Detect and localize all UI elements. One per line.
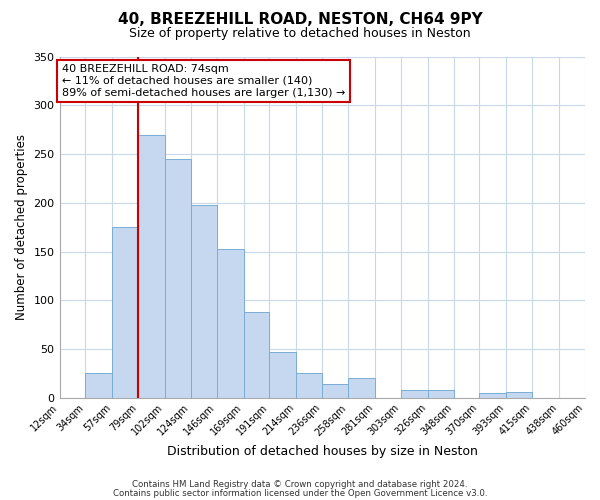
Bar [322,384,348,398]
Bar [138,134,165,398]
Bar [479,393,506,398]
Text: 40, BREEZEHILL ROAD, NESTON, CH64 9PY: 40, BREEZEHILL ROAD, NESTON, CH64 9PY [118,12,482,28]
Text: Contains public sector information licensed under the Open Government Licence v3: Contains public sector information licen… [113,488,487,498]
Bar [191,204,217,398]
X-axis label: Distribution of detached houses by size in Neston: Distribution of detached houses by size … [167,444,478,458]
Y-axis label: Number of detached properties: Number of detached properties [15,134,28,320]
Text: 40 BREEZEHILL ROAD: 74sqm
← 11% of detached houses are smaller (140)
89% of semi: 40 BREEZEHILL ROAD: 74sqm ← 11% of detac… [62,64,345,98]
Bar [165,159,191,398]
Bar [428,390,454,398]
Bar [348,378,375,398]
Bar [401,390,428,398]
Text: Contains HM Land Registry data © Crown copyright and database right 2024.: Contains HM Land Registry data © Crown c… [132,480,468,489]
Bar [296,374,322,398]
Bar [269,352,296,398]
Text: Size of property relative to detached houses in Neston: Size of property relative to detached ho… [129,28,471,40]
Bar [112,227,138,398]
Bar [244,312,269,398]
Bar [506,392,532,398]
Bar [217,248,244,398]
Bar [85,374,112,398]
